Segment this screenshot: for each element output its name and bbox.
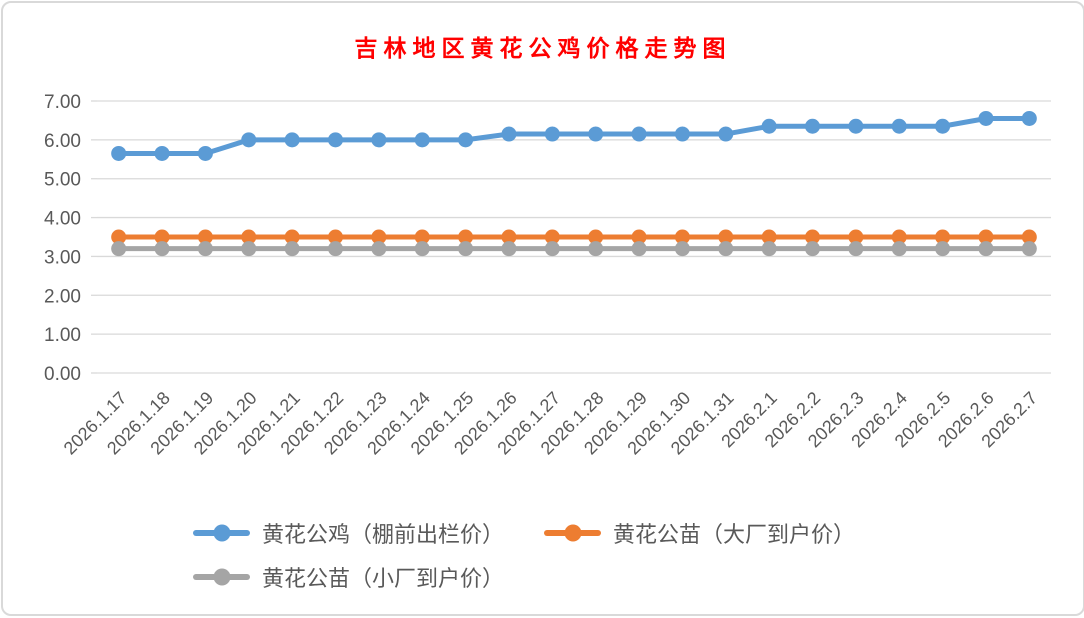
data-point[interactable] — [978, 229, 994, 245]
legend-item-series-0[interactable]: 黄花公鸡（棚前出栏价） — [193, 517, 504, 549]
data-point[interactable] — [414, 132, 430, 148]
data-point[interactable] — [674, 241, 690, 257]
chart-plot: 0.001.002.003.004.005.006.007.002026.1.1… — [44, 92, 1051, 458]
data-point[interactable] — [328, 241, 343, 257]
data-point[interactable] — [935, 118, 951, 134]
data-point[interactable] — [458, 229, 474, 245]
data-point[interactable] — [1021, 110, 1037, 126]
data-point[interactable] — [978, 241, 994, 257]
data-point[interactable] — [328, 229, 343, 245]
data-point[interactable] — [674, 229, 690, 245]
data-point[interactable] — [501, 126, 517, 142]
legend-item-series-1[interactable]: 黄花公苗（大厂到户价） — [544, 517, 855, 549]
data-point[interactable] — [718, 229, 734, 245]
data-point[interactable] — [1021, 229, 1037, 245]
data-point[interactable] — [805, 118, 820, 134]
data-point[interactable] — [328, 132, 343, 148]
data-point[interactable] — [458, 132, 474, 148]
data-point[interactable] — [631, 241, 647, 257]
legend-label: 黄花公苗（大厂到户价） — [613, 522, 856, 547]
data-point[interactable] — [111, 241, 127, 257]
data-point[interactable] — [631, 229, 647, 245]
chart-title: 吉林地区黄花公鸡价格走势图 — [354, 36, 732, 61]
data-point[interactable] — [414, 241, 430, 257]
data-point[interactable] — [544, 241, 560, 257]
data-point[interactable] — [458, 241, 474, 257]
data-point[interactable] — [544, 126, 560, 142]
data-point[interactable] — [154, 145, 170, 161]
legend-marker-line — [544, 524, 602, 542]
data-point[interactable] — [891, 118, 907, 134]
legend-label: 黄花公苗（小厂到户价） — [262, 566, 505, 591]
data-point[interactable] — [588, 229, 604, 245]
legend-item-series-2[interactable]: 黄花公苗（小厂到户价） — [193, 561, 504, 593]
data-point[interactable] — [197, 229, 213, 245]
y-axis-label: 3.00 — [44, 247, 81, 268]
data-point[interactable] — [154, 241, 170, 257]
data-point[interactable] — [935, 229, 951, 245]
data-point[interactable] — [631, 126, 647, 142]
data-point[interactable] — [761, 118, 777, 134]
y-axis-label: 0.00 — [44, 364, 81, 385]
legend-marker-line — [193, 524, 250, 542]
y-axis-label: 2.00 — [44, 286, 81, 307]
data-point[interactable] — [241, 229, 257, 245]
data-point[interactable] — [978, 110, 994, 126]
data-point[interactable] — [111, 145, 127, 161]
data-point[interactable] — [848, 241, 864, 257]
y-axis-label: 4.00 — [44, 209, 81, 230]
legend-label: 黄花公鸡（棚前出栏价） — [262, 522, 505, 547]
data-point[interactable] — [241, 241, 257, 257]
legend-marker-dot — [213, 568, 230, 586]
series-line-0[interactable] — [118, 115, 1030, 156]
y-axis-label: 5.00 — [44, 170, 81, 191]
data-point[interactable] — [848, 229, 864, 245]
legend-marker-dot — [213, 524, 230, 542]
data-point[interactable] — [805, 241, 820, 257]
data-point[interactable] — [371, 229, 387, 245]
data-point[interactable] — [414, 229, 430, 245]
data-point[interactable] — [674, 126, 690, 142]
data-point[interactable] — [284, 132, 300, 148]
legend: 黄花公鸡（棚前出栏价） 黄花公苗（大厂到户价） 黄花公苗（小厂到户价） — [193, 517, 893, 593]
legend-marker-line — [193, 568, 250, 586]
data-point[interactable] — [284, 229, 300, 245]
y-axis-label: 7.00 — [44, 92, 81, 113]
data-point[interactable] — [154, 229, 170, 245]
data-point[interactable] — [718, 126, 734, 142]
data-point[interactable] — [371, 132, 387, 148]
data-point[interactable] — [544, 229, 560, 245]
data-point[interactable] — [241, 132, 257, 148]
data-point[interactable] — [805, 229, 820, 245]
data-point[interactable] — [111, 229, 127, 245]
data-point[interactable] — [588, 126, 604, 142]
y-axis-label: 1.00 — [44, 325, 81, 346]
data-point[interactable] — [891, 241, 907, 257]
legend-marker-dot — [564, 524, 582, 542]
data-point[interactable] — [891, 229, 907, 245]
data-point[interactable] — [371, 241, 387, 257]
data-point[interactable] — [761, 229, 777, 245]
data-point[interactable] — [848, 118, 864, 134]
data-point[interactable] — [1021, 241, 1037, 257]
data-point[interactable] — [718, 241, 734, 257]
data-point[interactable] — [284, 241, 300, 257]
data-point[interactable] — [501, 241, 517, 257]
data-point[interactable] — [197, 241, 213, 257]
data-point[interactable] — [588, 241, 604, 257]
y-axis-label: 6.00 — [44, 131, 81, 152]
data-point[interactable] — [761, 241, 777, 257]
data-point[interactable] — [935, 241, 951, 257]
data-point[interactable] — [501, 229, 517, 245]
data-point[interactable] — [197, 145, 213, 161]
